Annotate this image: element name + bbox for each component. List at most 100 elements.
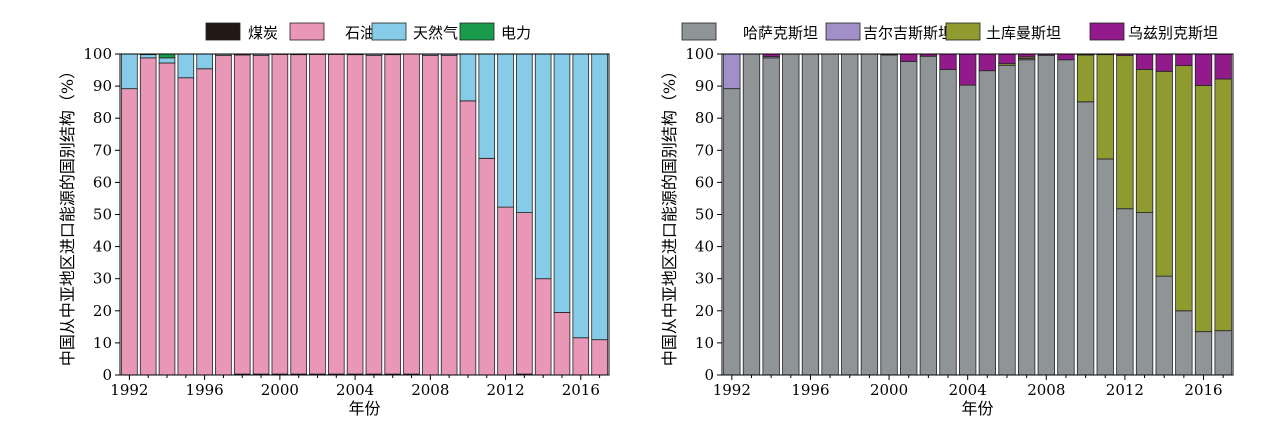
y-axis-title: 中国从中亚地区进口能源的国别结构（%） <box>660 63 679 366</box>
bar-segment <box>1215 79 1232 331</box>
legend-label: 电力 <box>501 24 531 42</box>
x-tick-label: 2004 <box>336 381 374 399</box>
legend-swatch <box>946 23 980 40</box>
bar-segment <box>347 55 363 374</box>
bar-segment <box>1215 331 1232 375</box>
legend-swatch <box>206 23 240 40</box>
bar-segment <box>1077 102 1094 375</box>
bar-segment <box>310 54 326 374</box>
bar-segment <box>940 54 957 69</box>
bar-segment <box>404 54 420 374</box>
bar-segment <box>1176 54 1193 66</box>
legend-label: 哈萨克斯坦 <box>743 24 818 42</box>
bar-segment <box>1136 54 1153 69</box>
bar-segment <box>999 54 1016 64</box>
bar-segment <box>724 89 741 375</box>
x-tick-label: 2012 <box>486 381 524 399</box>
x-tick-label: 1996 <box>791 381 829 399</box>
bar-segment <box>1097 159 1114 375</box>
legend: 哈萨克斯坦吉尔吉斯斯坦土库曼斯坦乌兹别克斯坦 <box>682 23 1218 42</box>
x-tick-label: 1996 <box>186 381 224 399</box>
bar-segment <box>822 54 839 375</box>
y-tick-label: 50 <box>93 206 112 224</box>
y-axis-title: 中国从中亚地区进口能源的国别结构（%） <box>58 63 77 366</box>
y-tick-label: 40 <box>695 238 714 256</box>
bar-segment <box>385 55 401 374</box>
x-tick-label: 2016 <box>1184 381 1222 399</box>
y-tick-label: 70 <box>93 141 112 159</box>
bar-segment <box>920 56 937 375</box>
legend-swatch <box>826 23 860 40</box>
bar-segment <box>1018 60 1035 375</box>
bar-segment <box>802 54 819 375</box>
bar-segment <box>1195 332 1212 375</box>
bar-segment <box>1156 276 1173 375</box>
bar-segment <box>1156 71 1173 276</box>
bar-segment <box>516 54 532 213</box>
y-tick-label: 50 <box>695 206 714 224</box>
bar-segment <box>1097 55 1114 159</box>
bar-segment <box>573 54 589 338</box>
bar-segment <box>460 54 476 101</box>
x-tick-label: 1992 <box>110 381 148 399</box>
bar-segment <box>959 54 976 85</box>
bar-segment <box>1117 209 1134 375</box>
bar-segment <box>197 54 213 69</box>
bar-segment <box>159 58 175 63</box>
bar-segment <box>724 54 741 89</box>
bar-segment <box>979 71 996 375</box>
bar-segment <box>122 89 138 375</box>
bar-segment <box>592 340 608 375</box>
bar-segment <box>1038 55 1055 375</box>
legend-swatch <box>682 23 716 40</box>
x-tick-label: 2008 <box>1027 381 1065 399</box>
bar-segment <box>328 54 344 374</box>
bar-segment <box>159 63 175 375</box>
y-tick-label: 80 <box>93 109 112 127</box>
bar-segment <box>253 55 269 374</box>
bar-segment <box>1195 54 1212 85</box>
bar-segment <box>535 279 551 375</box>
bar-segment <box>366 55 382 374</box>
bar-segment <box>516 213 532 374</box>
x-tick-label: 1992 <box>713 381 751 399</box>
bars-group <box>724 54 1232 375</box>
bar-segment <box>441 55 457 375</box>
y-tick-label: 30 <box>93 270 112 288</box>
y-tick-label: 60 <box>93 173 112 191</box>
y-tick-label: 80 <box>695 109 714 127</box>
legend: 煤炭石油天然气电力 <box>206 23 531 42</box>
legend-label: 天然气 <box>413 24 458 42</box>
y-tick-label: 70 <box>695 141 714 159</box>
bar-segment <box>479 54 495 158</box>
bar-segment <box>535 54 551 279</box>
bar-segment <box>178 78 194 375</box>
bar-segment <box>554 312 570 375</box>
bar-segment <box>1215 54 1232 79</box>
bar-segment <box>234 55 250 374</box>
bar-segment <box>216 55 232 375</box>
bar-segment <box>1058 60 1075 375</box>
legend-label: 煤炭 <box>248 24 278 42</box>
bar-segment <box>999 65 1016 375</box>
bar-segment <box>861 54 878 375</box>
x-tick-label: 2016 <box>562 381 600 399</box>
bar-segment <box>122 54 138 89</box>
legend-swatch <box>290 23 324 40</box>
legend-swatch <box>1090 23 1124 40</box>
bar-segment <box>460 101 476 375</box>
bar-segment <box>554 54 570 312</box>
y-tick-label: 20 <box>93 302 112 320</box>
bar-segment <box>140 55 156 58</box>
bar-segment <box>763 58 780 375</box>
bar-segment <box>159 54 175 58</box>
bar-segment <box>979 54 996 71</box>
bar-segment <box>1117 56 1134 209</box>
bars-group <box>122 54 608 375</box>
bar-segment <box>1176 311 1193 375</box>
bar-segment <box>1156 54 1173 71</box>
legend-label: 乌兹别克斯坦 <box>1128 24 1218 42</box>
